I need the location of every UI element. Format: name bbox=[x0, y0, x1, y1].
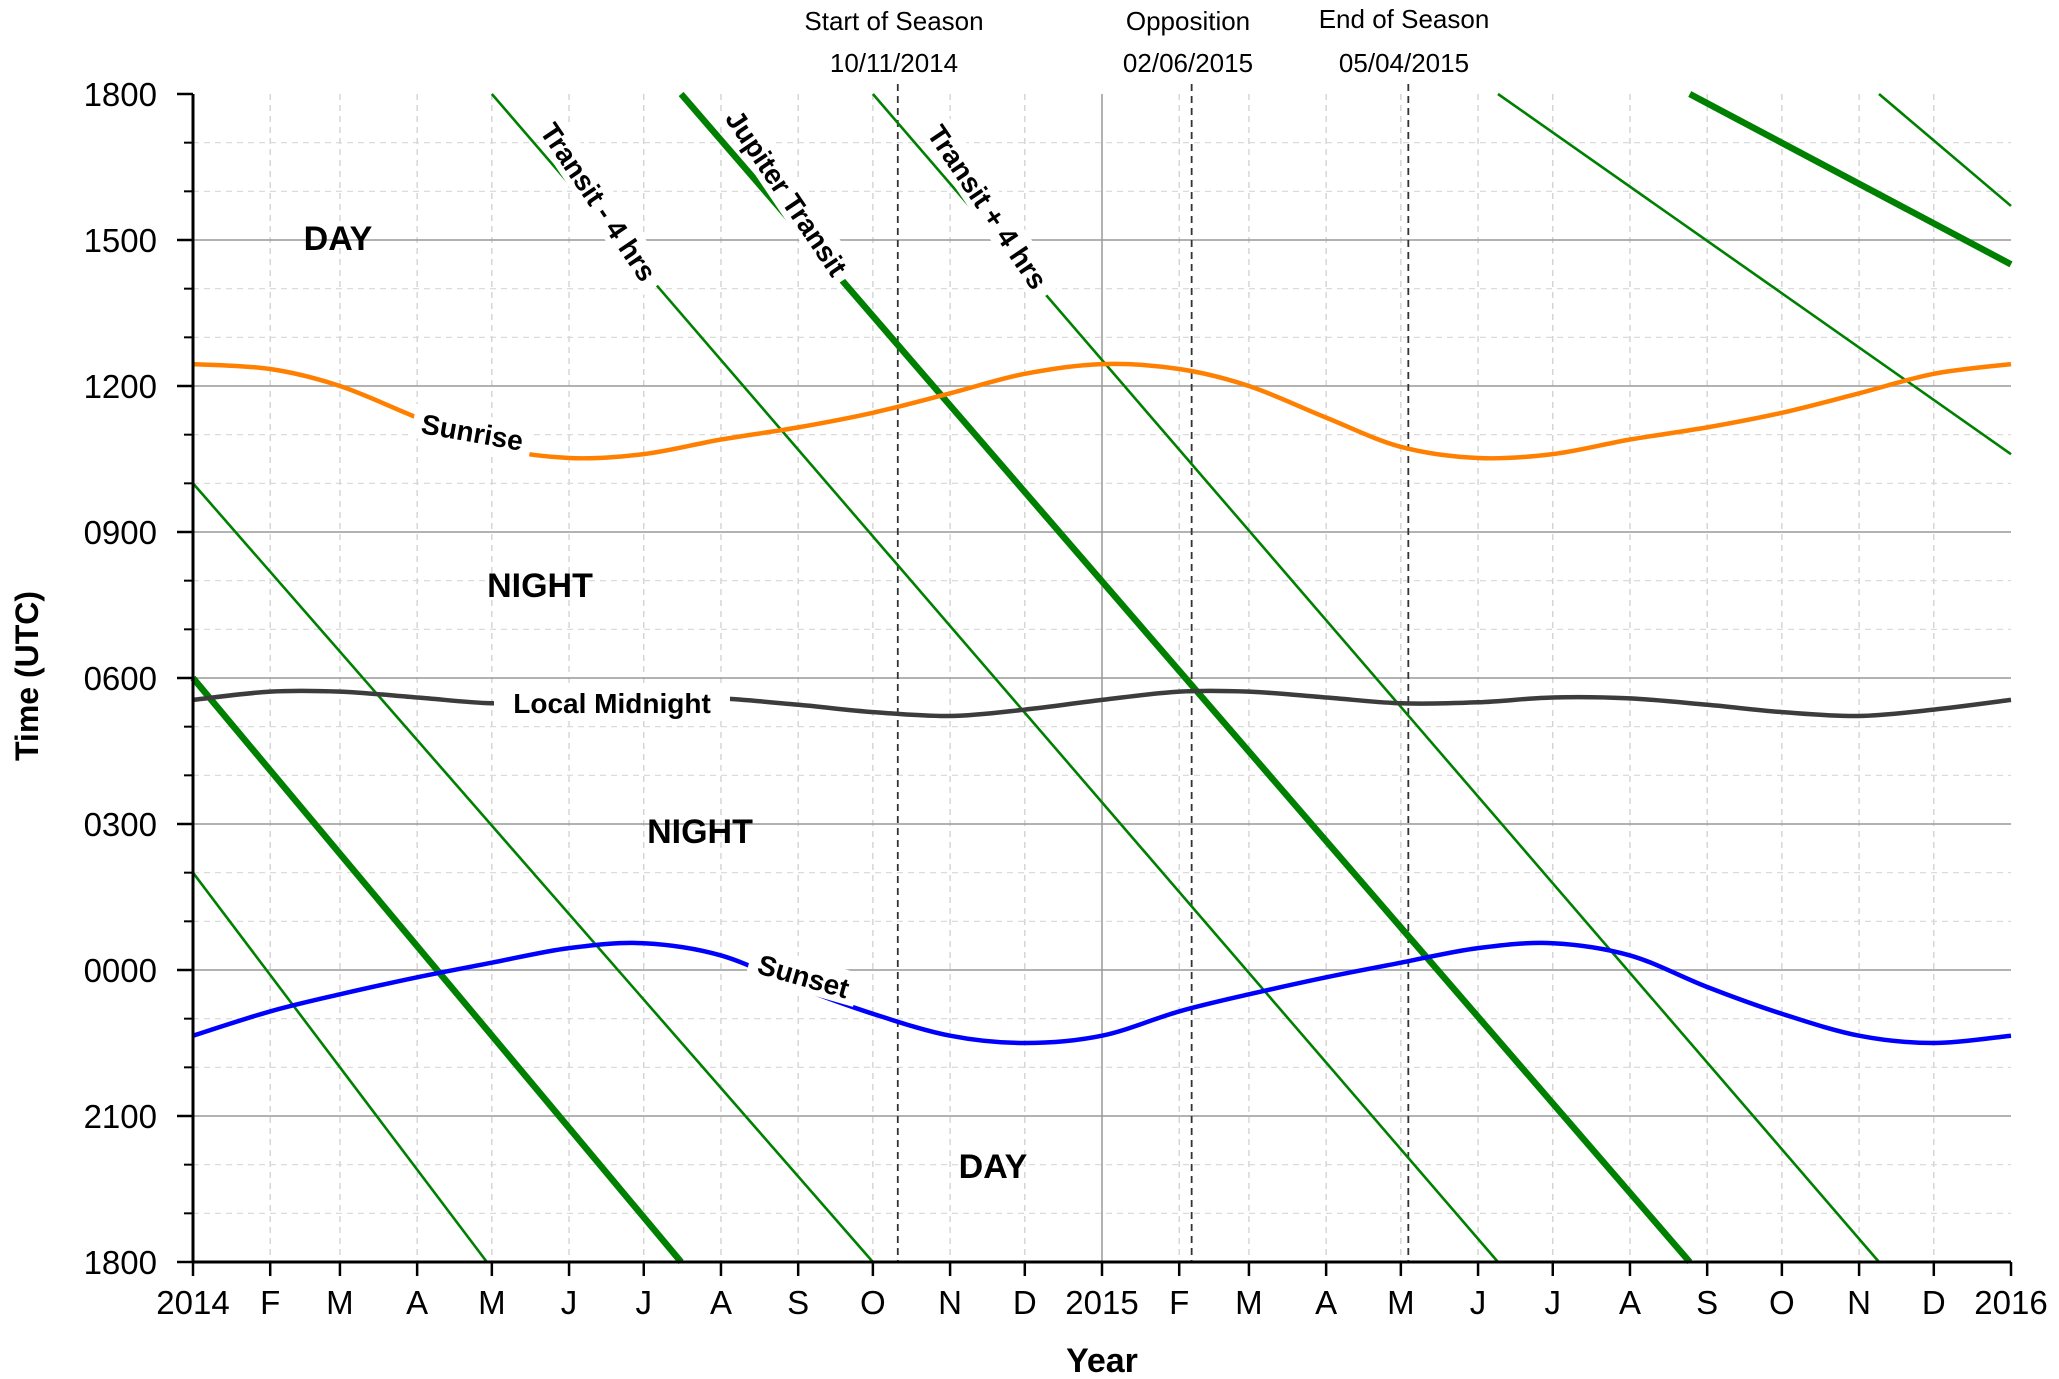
y-tick-label: 1200 bbox=[84, 368, 157, 405]
transit-plus-4-label: Transit + 4 hrs bbox=[921, 119, 1053, 294]
end-of-season-date: 05/04/2015 bbox=[1339, 48, 1469, 78]
x-tick-label: J bbox=[561, 1284, 578, 1321]
y-tick-label: 1500 bbox=[84, 222, 157, 259]
transit-line bbox=[490, 93, 1499, 1263]
x-tick-label: N bbox=[1847, 1284, 1871, 1321]
x-tick-label: M bbox=[478, 1284, 506, 1321]
local-midnight-curve-label: Local Midnight bbox=[513, 688, 711, 719]
x-tick-label: O bbox=[860, 1284, 886, 1321]
region-label-day-top: DAY bbox=[304, 220, 373, 258]
x-tick-label: D bbox=[1922, 1284, 1946, 1321]
transit-line bbox=[192, 482, 874, 1263]
end-of-season-title: End of Season bbox=[1319, 4, 1490, 34]
midnight-label-group: Local Midnight bbox=[494, 686, 730, 720]
sunset-curve bbox=[192, 940, 2012, 1046]
x-tick-label: A bbox=[406, 1284, 428, 1321]
region-label-day-bottom: DAY bbox=[959, 1148, 1028, 1186]
transit-line bbox=[1878, 93, 2012, 207]
x-tick-label: M bbox=[1387, 1284, 1415, 1321]
y-axis-title: Time (UTC) bbox=[9, 591, 45, 761]
x-tick-label: M bbox=[1235, 1284, 1263, 1321]
transit-line bbox=[191, 871, 488, 1263]
grid bbox=[193, 94, 2011, 1262]
opposition-date: 02/06/2015 bbox=[1123, 48, 1253, 78]
transit-line bbox=[678, 91, 1693, 1265]
y-tick-label: 0000 bbox=[84, 952, 157, 989]
x-tick-label: D bbox=[1013, 1284, 1037, 1321]
x-tick-label: A bbox=[710, 1284, 732, 1321]
start-of-season-date: 10/11/2014 bbox=[830, 48, 958, 78]
x-tick-label: A bbox=[1315, 1284, 1337, 1321]
x-tick-label: 2016 bbox=[1974, 1284, 2047, 1321]
opposition-title: Opposition bbox=[1126, 6, 1250, 36]
x-tick-label: A bbox=[1619, 1284, 1641, 1321]
x-tick-label: S bbox=[1696, 1284, 1718, 1321]
x-axis-title: Year bbox=[1066, 1342, 1138, 1379]
transit-line bbox=[1688, 91, 2013, 268]
x-tick-label: O bbox=[1769, 1284, 1795, 1321]
sunset-label-group: Sunset bbox=[745, 943, 863, 1007]
sunset-curve-label: Sunset bbox=[754, 949, 852, 1005]
transit-minus-label-group: Transit - 4 hrs bbox=[528, 107, 671, 296]
x-tick-label: N bbox=[938, 1284, 962, 1321]
x-tick-label: F bbox=[260, 1284, 280, 1321]
region-label-night-lower: NIGHT bbox=[647, 813, 753, 851]
sunrise-label-group: Sunrise bbox=[410, 403, 535, 459]
season-markers bbox=[896, 84, 1410, 1262]
transit-line bbox=[1497, 92, 2012, 456]
x-tick-label: F bbox=[1169, 1284, 1189, 1321]
y-tick-label: 0300 bbox=[84, 806, 157, 843]
y-tick-label: 2100 bbox=[84, 1098, 157, 1135]
y-tick-label: 0600 bbox=[84, 660, 157, 697]
local-midnight-curve bbox=[192, 688, 2012, 719]
jupiter-transit-label-group: Jupiter Transit bbox=[715, 96, 860, 289]
y-tick-label: 0900 bbox=[84, 514, 157, 551]
x-tick-label: S bbox=[787, 1284, 809, 1321]
x-tick-label: J bbox=[1545, 1284, 1562, 1321]
transit-plus-label-group: Transit + 4 hrs bbox=[915, 108, 1062, 304]
start-of-season-title: Start of Season bbox=[804, 6, 983, 36]
y-tick-label: 1800 bbox=[84, 76, 157, 113]
x-tick-label: J bbox=[636, 1284, 653, 1321]
x-tick-label: 2015 bbox=[1065, 1284, 1138, 1321]
jupiter-transit-label: Jupiter Transit bbox=[719, 105, 853, 282]
transit-line bbox=[190, 675, 684, 1265]
y-tick-label: 1800 bbox=[84, 1244, 157, 1281]
x-tick-label: 2014 bbox=[156, 1284, 229, 1321]
x-tick-label: J bbox=[1470, 1284, 1487, 1321]
x-tick-label: M bbox=[326, 1284, 354, 1321]
region-label-night-upper: NIGHT bbox=[487, 567, 593, 605]
axes: 2014 F M A M J J A S O N D 2015 F M A M J J A S O N D 2016 1800 15… bbox=[84, 76, 2048, 1321]
